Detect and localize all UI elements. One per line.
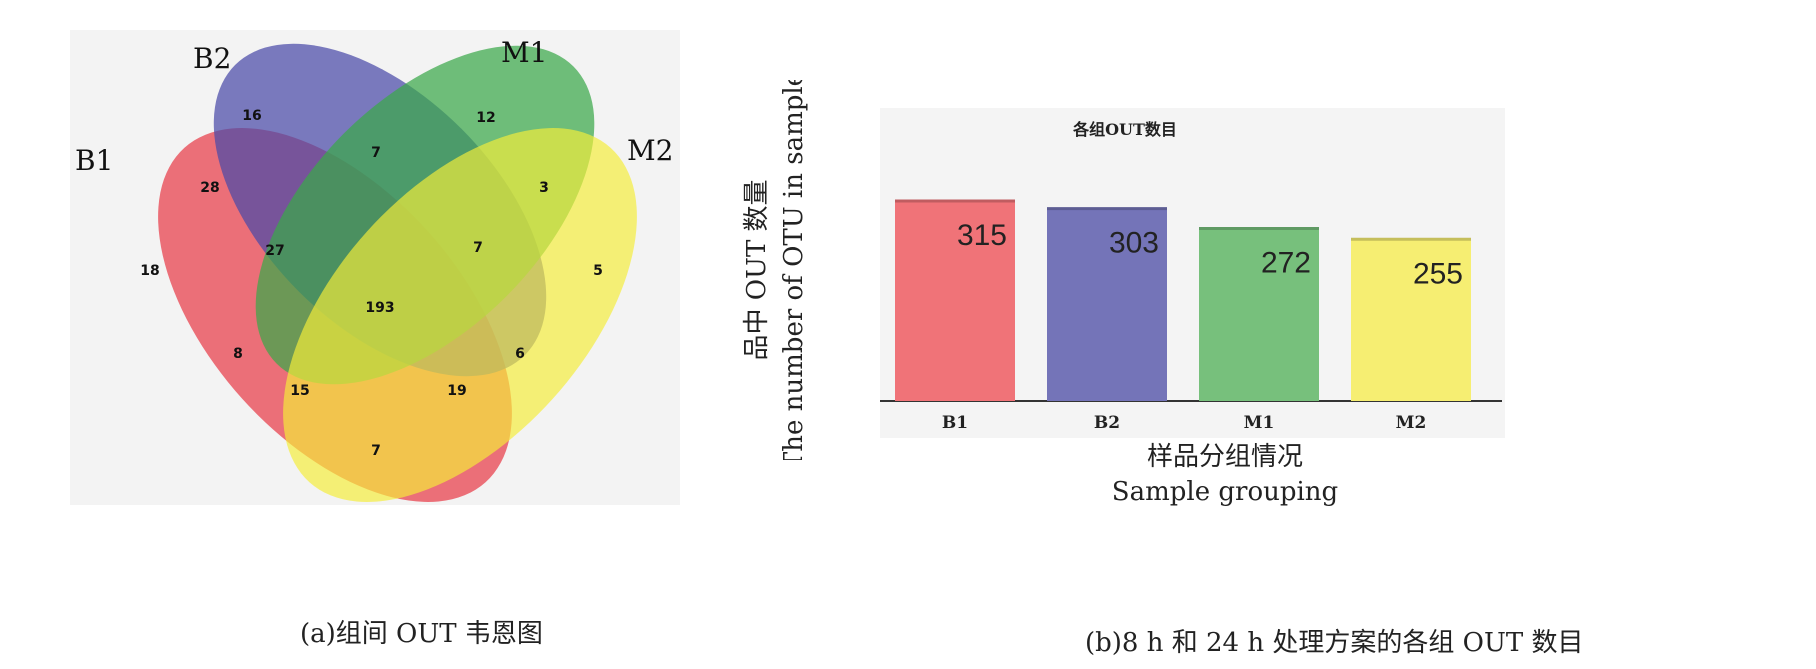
bar-b2 <box>1047 207 1167 401</box>
x-tick-label: M2 <box>1396 413 1427 433</box>
venn-count-b1-b2: 28 <box>200 180 219 196</box>
venn-count-m1-m2: 3 <box>539 180 549 196</box>
venn-svg: B1 B2 M1 M2 18 16 12 5 28 7 3 27 7 193 8… <box>70 30 680 505</box>
venn-count-b1-m1: 8 <box>233 346 243 362</box>
venn-diagram: B1 B2 M1 M2 18 16 12 5 28 7 3 27 7 193 8… <box>70 30 790 585</box>
x-tick-labels: B1 B2 M1 M2 <box>942 413 1426 433</box>
venn-label-b2: B2 <box>193 42 231 75</box>
bar-b1 <box>895 200 1015 401</box>
venn-count-m1: 12 <box>476 110 495 126</box>
venn-count-all: 193 <box>365 300 394 316</box>
y-axis-title: 品中 OUT 数量 The number of OTU in sample <box>730 71 850 469</box>
bar-value-label: 315 <box>957 219 1007 252</box>
x-axis-title-en: Sample grouping <box>1112 477 1338 507</box>
venn-caption: (a)组间 OUT 韦恩图 <box>300 619 543 649</box>
venn-count-b1-b2-m2: 19 <box>447 383 466 399</box>
venn-count-b1-m2: 7 <box>371 443 381 459</box>
venn-label-b1: B1 <box>75 144 113 177</box>
bar-caption: (b)8 h 和 24 h 处理方案的各组 OUT 数目 <box>1085 628 1584 658</box>
bar-value-label: 255 <box>1413 257 1463 290</box>
venn-count-b1-b2-m1: 27 <box>265 243 284 259</box>
bar-value-label: 303 <box>1109 227 1159 260</box>
venn-count-b1: 18 <box>140 263 159 279</box>
chart-title: 各组OUT数目 <box>1072 120 1177 139</box>
y-axis-title-svg: 品中 OUT 数量 The number of OTU in sample <box>742 71 809 469</box>
x-tick-label: B2 <box>1094 413 1120 433</box>
x-tick-label: M1 <box>1244 413 1275 433</box>
x-tick-label: B1 <box>942 413 968 433</box>
venn-set-m2 <box>283 128 637 502</box>
bar-value-label: 272 <box>1261 246 1311 279</box>
venn-count-b1-m1-m2: 15 <box>290 383 309 399</box>
x-axis-title-cn: 样品分组情况 <box>1147 442 1303 472</box>
y-axis-title-cn: 品中 OUT 数量 <box>742 179 772 360</box>
venn-label-m1: M1 <box>501 36 547 69</box>
y-axis-title-en: The number of OTU in sample <box>779 80 809 460</box>
venn-count-b2-m1-m2: 7 <box>473 240 483 256</box>
bars: 315 303 272 255 <box>895 199 1471 401</box>
venn-count-b2: 16 <box>242 108 261 124</box>
venn-count-b2-m2: 6 <box>515 346 525 362</box>
venn-label-m2: M2 <box>627 134 673 167</box>
bar-m2 <box>1351 238 1471 401</box>
bar-m1 <box>1199 227 1319 401</box>
venn-count-b2-m1: 7 <box>371 145 381 161</box>
venn-count-m2: 5 <box>593 263 603 279</box>
